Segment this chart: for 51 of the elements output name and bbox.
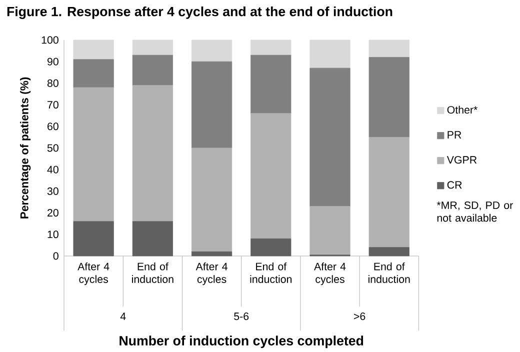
x-tick-label: End of induction	[250, 262, 292, 283]
bar	[191, 148, 232, 252]
x-tick-label: After 4 cycles	[314, 262, 346, 286]
y-tick-label: 100	[42, 36, 58, 44]
bar	[310, 40, 350, 68]
bar	[132, 54, 173, 86]
x-tick-label: End of induction	[368, 262, 410, 283]
text: *MR, SD, PD or not available	[436, 201, 513, 222]
bar	[191, 251, 232, 256]
bar	[368, 247, 410, 256]
y-axis-title: Percentage of patients (%)	[20, 77, 31, 218]
y-tick-label: 50	[47, 144, 58, 152]
y-tick-label: 20	[48, 209, 58, 217]
bar	[250, 40, 292, 56]
bar	[132, 221, 173, 256]
y-tick-label: 70	[48, 101, 58, 109]
bar	[132, 85, 173, 222]
y-tick-label: 60	[48, 122, 58, 130]
bar	[250, 238, 292, 256]
x-tick-label: After 4 cycles	[78, 262, 110, 286]
bar	[368, 40, 410, 58]
y-tick-label: 0	[53, 252, 58, 260]
y-tick-label: 40	[47, 166, 58, 174]
bar	[191, 61, 232, 148]
y-tick-label: 10	[48, 230, 58, 238]
x-axis-title: Number of induction cycles completed	[120, 336, 364, 348]
bar	[73, 221, 114, 256]
x-tick-label: After 4 cycles	[196, 262, 228, 286]
bar	[73, 87, 114, 222]
bar	[191, 40, 232, 62]
y-tick-label: 30	[47, 187, 58, 195]
bar	[250, 54, 292, 114]
y-tick-label: 90	[47, 58, 58, 66]
bar	[73, 59, 114, 88]
y-tick-label: 80	[47, 79, 58, 87]
chart-title: Figure 1. Response after 4 cycles and at the end of induction	[7, 6, 392, 19]
bar	[73, 40, 114, 60]
bar	[310, 206, 350, 256]
legend-label: PR	[448, 131, 462, 138]
legend-label: Other*	[447, 106, 478, 114]
bar	[310, 68, 350, 207]
text: 5-6	[234, 312, 249, 320]
text: 4	[120, 312, 126, 320]
x-tick-label: End of induction	[132, 262, 174, 283]
legend-label: CR	[447, 181, 462, 189]
legend-label: VGPR	[446, 156, 477, 164]
bar	[368, 136, 410, 248]
bar	[132, 40, 173, 56]
bar	[250, 113, 292, 239]
text: >6	[354, 312, 366, 320]
bar	[368, 57, 410, 138]
